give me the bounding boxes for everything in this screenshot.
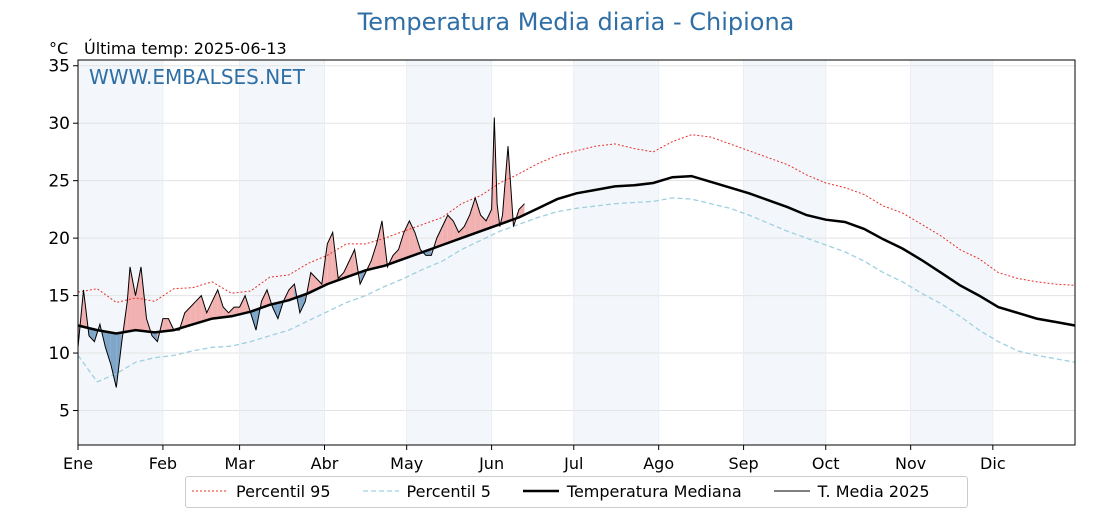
y-unit-label: °C (49, 39, 69, 58)
fill-above-median (190, 301, 196, 326)
y-axis-ticks: 5 10 15 20 25 30 35 (48, 57, 78, 422)
x-tick-label: Jul (563, 454, 583, 473)
x-tick-label: Jun (478, 454, 504, 473)
month-band (910, 60, 993, 445)
fill-above-median (486, 215, 489, 230)
x-tick-label: Mar (225, 454, 256, 473)
month-band (573, 60, 659, 445)
fill-above-median (261, 289, 267, 308)
month-band (239, 60, 325, 445)
series-median-line (77, 174, 1076, 335)
legend-swatch-p95 (192, 490, 228, 492)
y-tick-label: 10 (48, 344, 70, 364)
fill-above-median (217, 289, 224, 318)
fill-above-median (371, 243, 377, 269)
series-lines (77, 117, 1076, 388)
month-bands (78, 60, 993, 445)
fill-above-median (453, 220, 459, 242)
fill-above-median (228, 307, 235, 317)
fill-above-median (201, 295, 207, 322)
x-tick-label: Abr (311, 454, 339, 473)
x-tick-label: Dic (980, 454, 1006, 473)
fill-above-median (464, 215, 470, 238)
grid-lines (77, 60, 1075, 445)
fill-above-median (127, 266, 131, 332)
fill-above-median (376, 220, 383, 268)
fill-above-median (398, 232, 404, 261)
y-tick-label: 30 (48, 114, 70, 134)
fill-above-median (223, 307, 229, 318)
y-tick-label: 20 (48, 229, 70, 249)
legend-swatch-current (773, 490, 810, 492)
fill-below-median (88, 328, 95, 342)
fill-above-median (436, 226, 443, 247)
fill-above-median (206, 301, 213, 321)
legend-swatch-p5 (362, 490, 399, 492)
fill-above-median (239, 295, 246, 315)
legend-label-p5: Percentil 5 (406, 481, 491, 501)
fill-above-median (162, 318, 169, 332)
x-tick-label: Ene (63, 454, 93, 473)
series-p5-line (77, 197, 1076, 383)
x-tick-label: Oct (812, 454, 840, 473)
fill-above-median (349, 249, 355, 277)
fill-above-median (195, 295, 202, 324)
watermark: WWW.EMBALSES.NET (89, 65, 306, 89)
fill-above-median (458, 226, 465, 240)
x-axis-ticks: Ene Feb Mar Abr May Jun Jul Ago Sep Oct Nov Dic (63, 445, 1006, 473)
y-tick-label: 5 (59, 402, 70, 422)
month-band (78, 60, 163, 445)
x-tick-label: Nov (895, 454, 926, 473)
fill-below-median (299, 294, 306, 313)
x-tick-label: Sep (729, 454, 759, 473)
x-tick-label: May (390, 454, 423, 473)
fill-below-median (105, 331, 111, 365)
fill-above-median (442, 215, 448, 246)
legend-item-p95: Percentil 95 (192, 477, 331, 505)
y-tick-label: 35 (48, 57, 70, 77)
legend-label-p95: Percentil 95 (236, 481, 331, 501)
legend-swatch-median (522, 489, 559, 493)
legend-label-current: T. Media 2025 (817, 481, 930, 501)
fill-below-median (151, 332, 158, 342)
plot-frame (77, 59, 1076, 446)
legend-item-p5: Percentil 5 (362, 477, 491, 505)
y-tick-label: 15 (48, 287, 70, 307)
legend-item-current: T. Media 2025 (773, 477, 930, 505)
fill-above-median (212, 289, 218, 319)
fill-above-median (447, 215, 454, 244)
chart-title: Temperatura Media diaria - Chipiona (357, 8, 795, 36)
fill-above-median (327, 232, 333, 285)
series-p95-line (77, 134, 1076, 304)
fill-above-median (480, 215, 487, 232)
fill-above-median (518, 203, 525, 218)
y-tick-label: 25 (48, 172, 70, 192)
fill-above-median (288, 284, 295, 301)
legend: Percentil 95 Percentil 5 Temperatura Med… (185, 476, 968, 508)
x-tick-label: Feb (149, 454, 177, 473)
fill-above-median (392, 249, 399, 263)
fill-above-median (130, 266, 136, 332)
month-band (743, 60, 826, 445)
fill-above-median (343, 261, 350, 279)
series-current-line (77, 117, 525, 388)
legend-label-median: Temperatura Mediana (566, 481, 742, 501)
x-tick-label: Ago (643, 454, 674, 473)
fill-above-median (475, 197, 481, 234)
last-temp-label: Última temp: 2025-06-13 (84, 39, 287, 58)
fill-above-median (469, 197, 476, 236)
legend-item-median: Temperatura Mediana (522, 477, 742, 505)
